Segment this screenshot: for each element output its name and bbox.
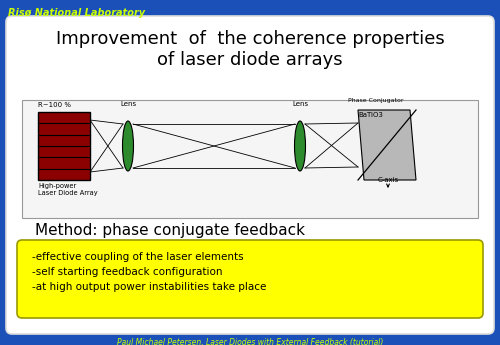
Text: Lens: Lens	[120, 101, 136, 107]
Text: Improvement  of  the coherence properties
of laser diode arrays: Improvement of the coherence properties …	[56, 30, 444, 69]
Polygon shape	[358, 110, 416, 180]
Ellipse shape	[294, 121, 306, 171]
Text: Method: phase conjugate feedback: Method: phase conjugate feedback	[35, 223, 305, 238]
Text: Paul Michael Petersen, Laser Diodes with External Feedback (tutorial): Paul Michael Petersen, Laser Diodes with…	[117, 338, 383, 345]
Bar	[38, 112, 90, 180]
Text: Risø National Laboratory: Risø National Laboratory	[8, 8, 145, 18]
Text: -effective coupling of the laser elements
-self starting feedback configuration
: -effective coupling of the laser element…	[32, 252, 266, 293]
FancyBboxPatch shape	[17, 240, 483, 318]
FancyBboxPatch shape	[6, 16, 494, 334]
Text: BaTiO3: BaTiO3	[358, 112, 383, 118]
Text: Lens: Lens	[292, 101, 308, 107]
Ellipse shape	[122, 121, 134, 171]
Text: High-power
Laser Diode Array: High-power Laser Diode Array	[38, 183, 98, 197]
Text: C-axis: C-axis	[378, 177, 398, 187]
FancyBboxPatch shape	[22, 100, 478, 218]
Text: R~100 %: R~100 %	[38, 102, 71, 108]
Text: Phase Conjugator: Phase Conjugator	[348, 98, 404, 103]
